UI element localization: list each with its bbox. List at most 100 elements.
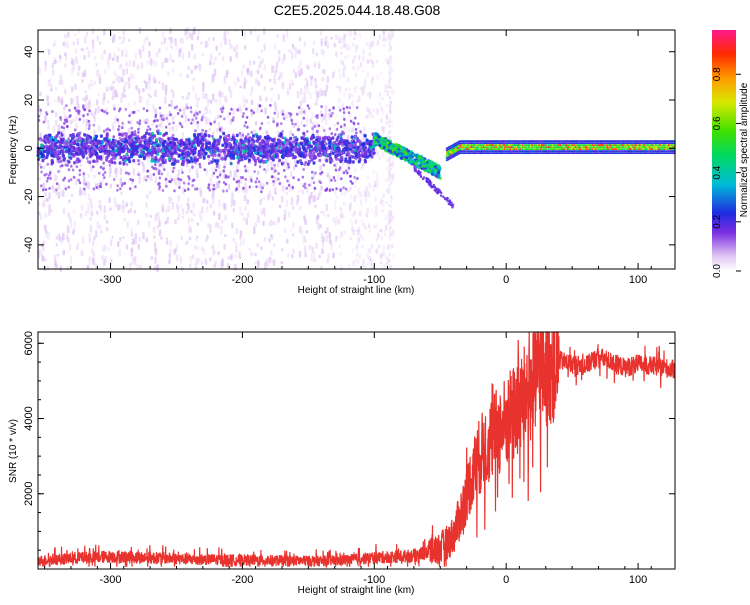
spectrogram-cell <box>38 211 41 216</box>
spectrogram-cell <box>93 261 96 266</box>
spectrogram-cell <box>182 186 185 195</box>
spectrogram-cell <box>81 138 85 142</box>
spectrogram-cell <box>70 142 73 146</box>
spectrogram-cell <box>137 64 140 69</box>
spectrogram-cell <box>214 98 218 104</box>
spectrogram-cell <box>49 78 52 82</box>
spectrogram-cell <box>210 160 214 164</box>
spectrogram-cell <box>274 176 277 180</box>
spectrogram-cell <box>245 98 248 104</box>
spectrogram-cell <box>382 37 385 42</box>
spectrogram-cell <box>360 86 363 92</box>
spectrogram-cell <box>388 71 390 75</box>
spectrogram-cell <box>202 248 206 255</box>
spectrogram-cell <box>258 127 262 131</box>
spectrogram-cell <box>353 29 356 36</box>
spectrogram-cell <box>397 144 401 148</box>
spectrogram-cell <box>156 148 160 152</box>
spectrogram-cell <box>243 124 246 128</box>
spectrogram-cell <box>308 183 311 187</box>
spectrogram-cell <box>216 114 220 119</box>
spectrogram-cell <box>57 184 61 190</box>
spectrogram-cell <box>237 179 240 183</box>
spectrogram-cell <box>103 176 106 180</box>
spectrogram-cell <box>174 115 177 119</box>
spectrogram-cell <box>311 134 314 138</box>
spectrogram-cell <box>140 61 144 70</box>
spectrogram-cell <box>264 107 267 115</box>
spectrogram-cell <box>376 172 379 179</box>
spectrogram-cell <box>339 252 342 256</box>
spectrogram-cell <box>298 36 302 42</box>
spectrogram-cell <box>172 166 176 170</box>
spectrogram-cell <box>80 142 84 146</box>
spectrogram-cell <box>257 82 261 87</box>
spectrogram-cell <box>182 142 186 146</box>
spectrogram-cell <box>192 202 195 210</box>
spectrogram-cell <box>43 157 46 161</box>
spectrogram-cell <box>339 108 342 112</box>
spectrogram-cell <box>336 143 340 147</box>
spectrogram-cell <box>82 172 85 176</box>
spectrogram-cell <box>76 142 80 147</box>
spectrogram-cell <box>217 251 220 256</box>
spectrogram-cell <box>340 59 343 65</box>
spectrogram-cell <box>343 33 346 37</box>
spectrogram-cell <box>186 161 189 165</box>
spectrogram-cell <box>304 186 307 190</box>
spectrogram-cell <box>224 95 227 102</box>
spectrogram-cell <box>378 101 381 106</box>
spectrogram-cell <box>300 142 304 146</box>
spectrogram-cell <box>95 186 98 190</box>
spectrogram-cell <box>422 176 426 179</box>
spectrogram-cell <box>308 194 311 203</box>
spectrogram-cell <box>357 229 360 236</box>
spectrogram-cell <box>117 148 120 152</box>
spectrogram-cell <box>276 34 279 38</box>
spectrogram-cell <box>388 146 392 150</box>
spectrogram-cell <box>261 186 264 190</box>
spectrogram-cell <box>334 200 337 204</box>
spectrogram-cell <box>195 238 198 242</box>
spectrogram-cell <box>99 155 103 159</box>
spectrogram-cell <box>335 215 338 223</box>
spectrogram-cell <box>303 91 306 96</box>
spectrogram-cell <box>145 202 148 208</box>
spectrogram-cell <box>286 154 290 158</box>
spectrogram-cell <box>155 212 159 217</box>
spectrogram-cell <box>111 138 115 142</box>
spectrogram-cell <box>362 48 365 55</box>
spectrogram-cell <box>129 134 132 138</box>
spectrogram-cell <box>154 113 158 117</box>
spectrogram-cell <box>311 176 314 180</box>
spectrogram-cell <box>439 194 443 197</box>
spectrogram-cell <box>121 121 124 125</box>
spectrogram-cell <box>72 41 76 46</box>
spectrogram-cell <box>322 50 326 58</box>
spectrogram-cell <box>404 158 408 162</box>
spectrogram-cell <box>332 106 335 110</box>
spectrogram-cell <box>66 265 69 271</box>
spectrogram-cell <box>268 190 272 198</box>
spectrogram-cell <box>175 243 179 250</box>
spectrogram-cell <box>214 117 217 122</box>
spectrogram-cell <box>430 164 434 168</box>
spectrogram-cell <box>40 170 43 174</box>
spectrogram-cell <box>389 61 392 65</box>
spectrogram-cell <box>361 236 365 242</box>
spectrogram-cell <box>388 109 391 113</box>
spectrogram-cell <box>424 169 428 173</box>
spectrogram-cell <box>175 124 178 131</box>
spectrogram-cell <box>132 111 135 114</box>
spectrogram-cell <box>348 87 351 91</box>
spectrogram-cell <box>207 37 211 41</box>
spectrogram-cell <box>174 219 177 225</box>
spectrogram-cell <box>263 236 267 242</box>
spectrogram-cell <box>389 103 392 106</box>
spectrogram-cell <box>348 44 351 50</box>
spectrogram-cell <box>333 179 337 182</box>
spectrogram-cell <box>388 176 391 180</box>
spectrogram-cell <box>270 87 274 91</box>
spectrogram-cell <box>352 59 355 64</box>
